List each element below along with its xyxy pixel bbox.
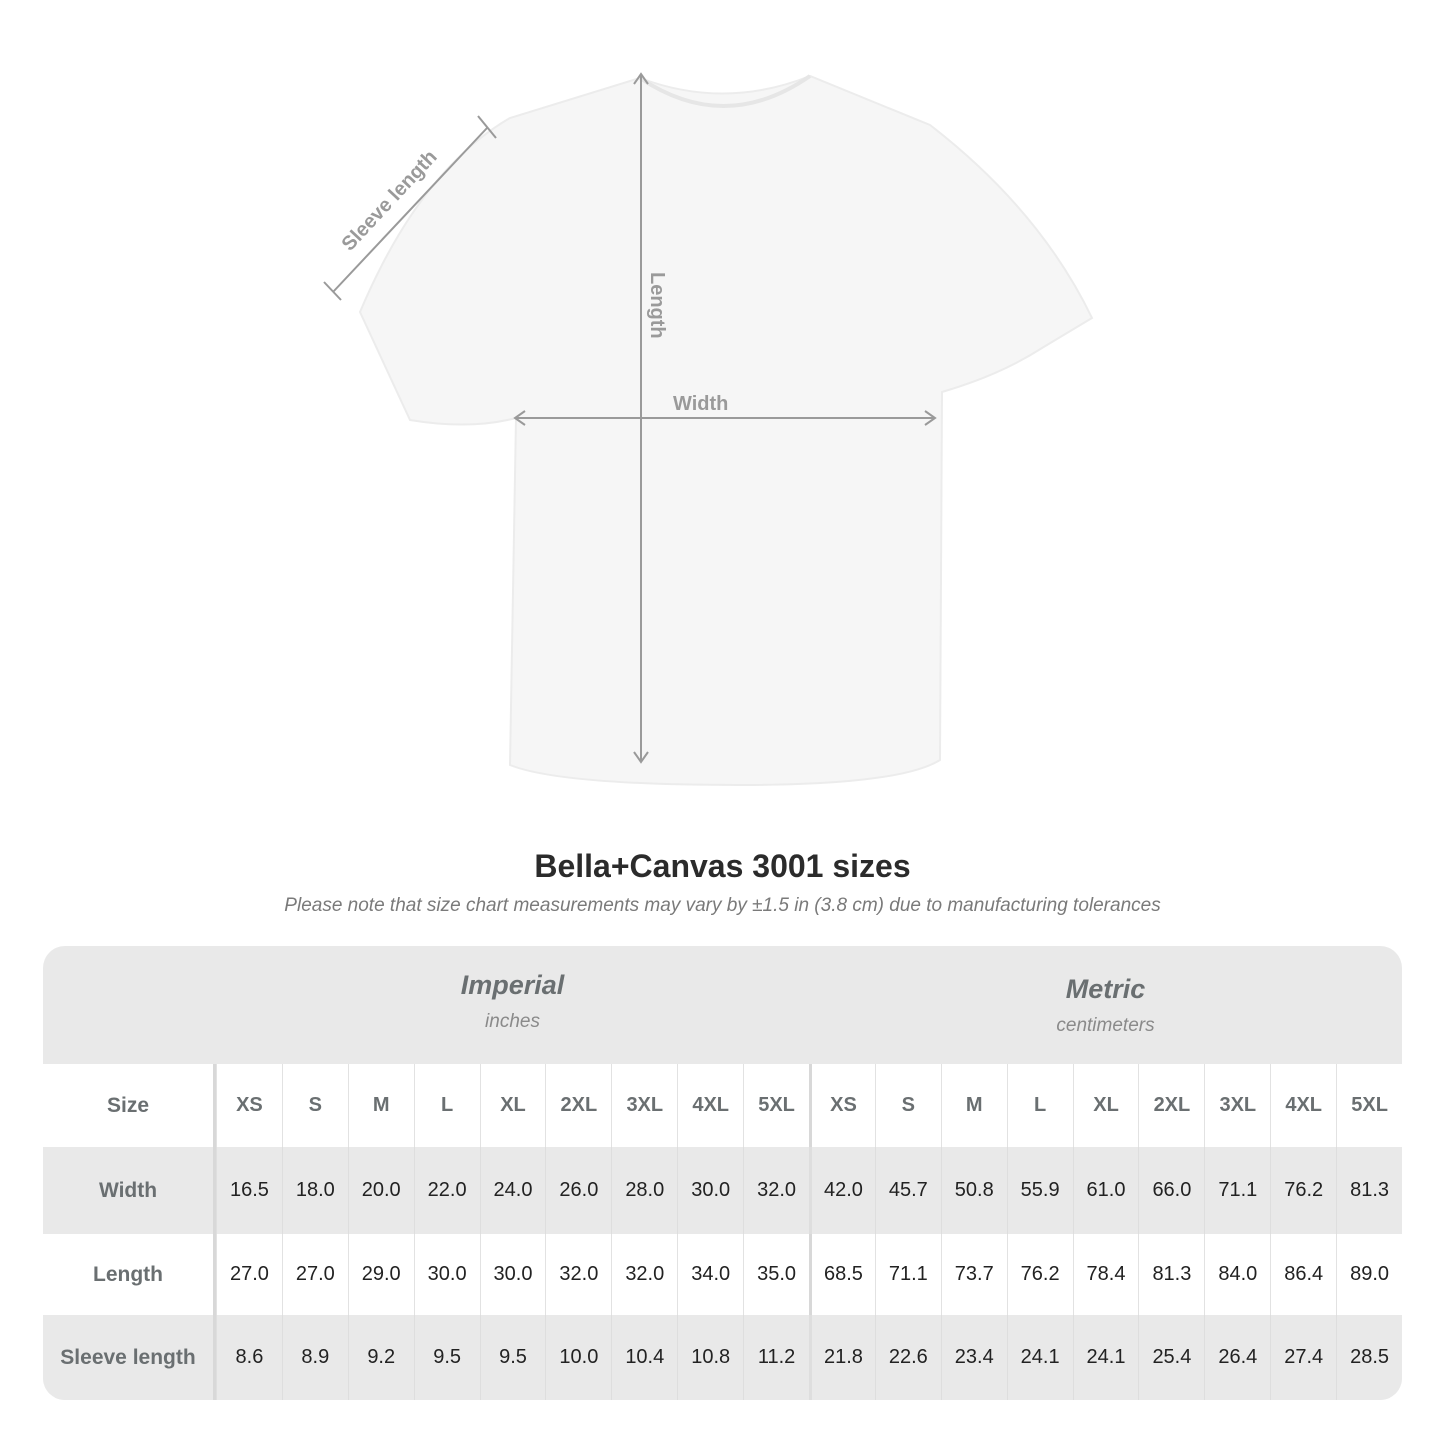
size-header-cell: 2XL xyxy=(545,1064,611,1147)
table-cell: 22.6 xyxy=(874,1315,941,1400)
table-cell: 78.4 xyxy=(1072,1234,1139,1315)
table-cell: 68.5 xyxy=(809,1234,875,1315)
size-header-cell: 3XL xyxy=(1204,1064,1270,1147)
size-row: Size XS S M L XL 2XL 3XL 4XL 5XL XS S M L XL 2XL 3XL 4XL… xyxy=(43,1064,1402,1147)
table-cell: 8.6 xyxy=(216,1315,282,1400)
size-header-cell: 4XL xyxy=(677,1064,743,1147)
table-cell: 25.4 xyxy=(1138,1315,1204,1400)
size-header-cell: XL xyxy=(1072,1064,1139,1147)
measure-lines xyxy=(323,72,937,764)
size-table: Imperial inches Metric centimeters Size … xyxy=(43,946,1402,1400)
table-cell: 81.3 xyxy=(1138,1234,1204,1315)
table-cell: 55.9 xyxy=(1006,1147,1073,1234)
table-cell: 34.0 xyxy=(677,1234,743,1315)
size-header-cell: M xyxy=(940,1064,1007,1147)
table-cell: 21.8 xyxy=(809,1315,875,1400)
table-row: Length 27.0 27.0 29.0 30.0 30.0 32.0 32.0 34.0 35… xyxy=(43,1234,1402,1315)
table-cell: 71.1 xyxy=(874,1234,941,1315)
table-cell: 86.4 xyxy=(1270,1234,1336,1315)
table-cell: 28.5 xyxy=(1336,1315,1402,1400)
table-cell: 16.5 xyxy=(216,1147,282,1234)
metric-unit: centimeters xyxy=(1056,1015,1155,1036)
table-cell: 20.0 xyxy=(347,1147,414,1234)
table-cell: 27.4 xyxy=(1270,1315,1336,1400)
table-cell: 24.1 xyxy=(1072,1315,1139,1400)
size-header-cell: 3XL xyxy=(611,1064,677,1147)
size-header-cell: S xyxy=(874,1064,941,1147)
table-cell: 30.0 xyxy=(479,1234,546,1315)
size-header-cell: 2XL xyxy=(1138,1064,1204,1147)
table-cell: 27.0 xyxy=(216,1234,282,1315)
imperial-header: Imperial inches xyxy=(216,970,809,1088)
table-cell: 24.0 xyxy=(479,1147,546,1234)
imperial-heading: Imperial xyxy=(460,970,565,1000)
table-cell: 9.2 xyxy=(347,1315,414,1400)
table-cell: 29.0 xyxy=(347,1234,414,1315)
table-cell: 27.0 xyxy=(281,1234,348,1315)
table-cell: 11.2 xyxy=(743,1315,809,1400)
size-header-cell: M xyxy=(347,1064,414,1147)
table-cell: 73.7 xyxy=(940,1234,1007,1315)
page-title: Bella+Canvas 3001 sizes xyxy=(534,848,911,884)
table-cell: 9.5 xyxy=(413,1315,480,1400)
table-cell: 10.0 xyxy=(545,1315,611,1400)
table-cell: 9.5 xyxy=(479,1315,546,1400)
table-cell: 89.0 xyxy=(1336,1234,1402,1315)
size-header-cell: S xyxy=(281,1064,348,1147)
row-label: Width xyxy=(43,1147,216,1234)
table-cell: 10.4 xyxy=(611,1315,677,1400)
size-header-cell: 4XL xyxy=(1270,1064,1336,1147)
tshirt-diagram: Sleeve length Length Width xyxy=(323,72,1094,787)
table-cell: 76.2 xyxy=(1270,1147,1336,1234)
table-cell: 76.2 xyxy=(1006,1234,1073,1315)
table-cell: 66.0 xyxy=(1138,1147,1204,1234)
table-cell: 8.9 xyxy=(281,1315,348,1400)
table-cell: 28.0 xyxy=(611,1147,677,1234)
table-cell: 30.0 xyxy=(677,1147,743,1234)
table-cell: 50.8 xyxy=(940,1147,1007,1234)
table-cell: 84.0 xyxy=(1204,1234,1270,1315)
size-header-cell: L xyxy=(1006,1064,1073,1147)
row-label: Sleeve length xyxy=(43,1315,216,1400)
size-header-cell: XS xyxy=(216,1064,282,1147)
sleeve-length-line xyxy=(332,127,488,293)
table-cell: 10.8 xyxy=(677,1315,743,1400)
table-cell: 26.0 xyxy=(545,1147,611,1234)
table-cell: 32.0 xyxy=(545,1234,611,1315)
metric-header: Metric centimeters xyxy=(809,974,1402,1092)
table-cell: 26.4 xyxy=(1204,1315,1270,1400)
table-cell: 81.3 xyxy=(1336,1147,1402,1234)
size-header-cell: L xyxy=(413,1064,480,1147)
size-label: Size xyxy=(43,1064,216,1147)
table-cell: 61.0 xyxy=(1072,1147,1139,1234)
table-cell: 18.0 xyxy=(281,1147,348,1234)
table-cell: 45.7 xyxy=(874,1147,941,1234)
table-cell: 42.0 xyxy=(809,1147,875,1234)
tolerance-note: Please note that size chart measurements… xyxy=(284,895,1161,916)
width-label: Width xyxy=(673,393,728,415)
size-header-cell: XS xyxy=(809,1064,875,1147)
table-row: Width 16.5 18.0 20.0 22.0 24.0 26.0 28.0 30.0 32.… xyxy=(43,1147,1402,1234)
size-header-cell: 5XL xyxy=(1336,1064,1402,1147)
table-cell: 71.1 xyxy=(1204,1147,1270,1234)
tshirt-collar xyxy=(638,74,812,108)
table-row: Sleeve length 8.6 8.9 9.2 9.5 9.5 10.0 10.4 10.8… xyxy=(43,1315,1402,1400)
table-cell: 23.4 xyxy=(940,1315,1007,1400)
metric-heading: Metric xyxy=(1065,974,1146,1004)
table-cell: 30.0 xyxy=(413,1234,480,1315)
table-cell: 22.0 xyxy=(413,1147,480,1234)
size-header-cell: 5XL xyxy=(743,1064,809,1147)
table-cell: 32.0 xyxy=(611,1234,677,1315)
length-label: Length xyxy=(646,272,668,339)
tshirt-shape xyxy=(358,74,1094,787)
row-label: Length xyxy=(43,1234,216,1315)
size-header-cell: XL xyxy=(479,1064,546,1147)
table-cell: 24.1 xyxy=(1006,1315,1073,1400)
imperial-unit: inches xyxy=(485,1011,540,1032)
table-cell: 32.0 xyxy=(743,1147,809,1234)
table-cell: 35.0 xyxy=(743,1234,809,1315)
